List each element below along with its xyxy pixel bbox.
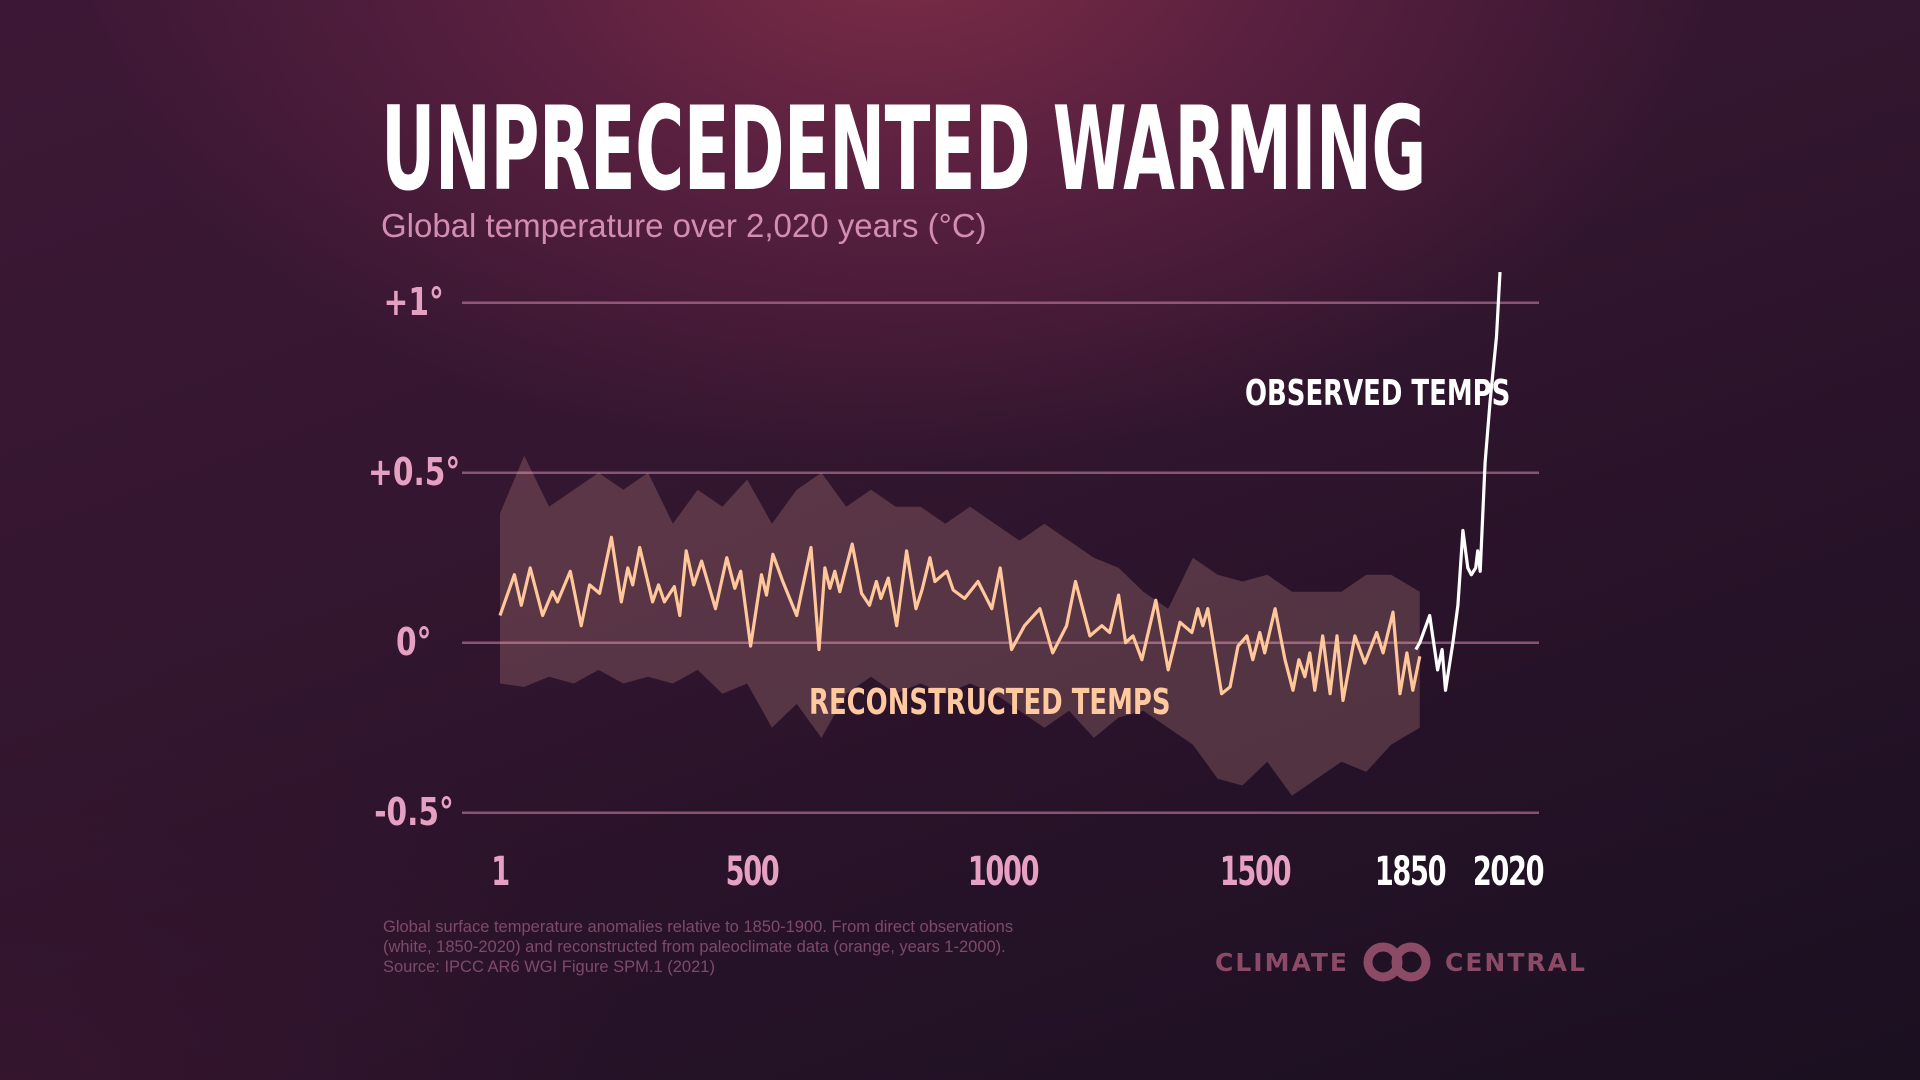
observed-temps-line bbox=[1414, 272, 1502, 692]
subtitle: Global temperature over 2,020 years (°C) bbox=[381, 207, 987, 244]
gridlines bbox=[462, 301, 1539, 814]
x-tick-label: 1000 bbox=[967, 849, 1040, 895]
climate-central-logo: CLIMATE CENTRAL bbox=[1215, 942, 1587, 982]
series-lines bbox=[498, 272, 1502, 703]
y-tick-label: +1° bbox=[383, 280, 445, 324]
x-tick-label: 2020 bbox=[1472, 849, 1545, 895]
x-tick-label: 1500 bbox=[1219, 849, 1292, 895]
logo-text-left: CLIMATE bbox=[1215, 947, 1349, 977]
x-tick-label: 1 bbox=[491, 849, 510, 895]
logo-text-right: CENTRAL bbox=[1445, 947, 1587, 977]
reconstructed-series-label: RECONSTRUCTED TEMPS bbox=[809, 682, 1171, 723]
logo-rings-icon bbox=[1363, 942, 1431, 982]
reconstructed-temps-line bbox=[498, 535, 1422, 703]
page-title: UNPRECEDENTED WARMING bbox=[381, 82, 1426, 217]
footnote-source: Source: IPCC AR6 WGI Figure SPM.1 (2021) bbox=[383, 958, 715, 976]
observed-series-label: OBSERVED TEMPS bbox=[1245, 373, 1511, 414]
x-tick-label: 500 bbox=[725, 849, 780, 895]
uncertainty-band-area bbox=[500, 455, 1420, 796]
footnote-line: Global surface temperature anomalies rel… bbox=[383, 918, 1014, 936]
y-tick-label: +0.5° bbox=[367, 450, 461, 494]
y-tick-label: 0° bbox=[396, 620, 432, 664]
footnote: Global surface temperature anomalies rel… bbox=[383, 917, 1013, 977]
footnote-line: (white, 1850-2020) and reconstructed fro… bbox=[383, 938, 1006, 956]
x-tick-label: 1850 bbox=[1374, 849, 1447, 895]
y-tick-label: -0.5° bbox=[374, 790, 454, 834]
uncertainty-band bbox=[500, 455, 1420, 796]
